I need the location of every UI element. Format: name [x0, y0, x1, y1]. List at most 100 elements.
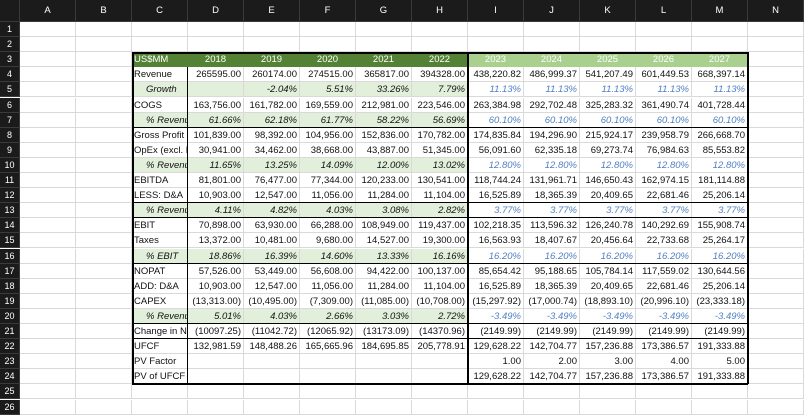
column-header: F — [300, 0, 356, 22]
cell — [20, 157, 76, 173]
value-cell: 16.39% — [244, 248, 300, 264]
value-cell: 60.10% — [580, 112, 636, 128]
value-cell: (11,085.00) — [356, 293, 412, 309]
cell — [76, 97, 132, 113]
cell — [748, 324, 804, 340]
column-header: D — [188, 0, 244, 22]
row-label: Taxes — [132, 233, 188, 249]
cell — [748, 384, 804, 400]
cell — [20, 384, 76, 400]
cell — [692, 399, 748, 415]
cell — [692, 384, 748, 400]
cell — [76, 157, 132, 173]
cell — [580, 399, 636, 415]
cell — [748, 157, 804, 173]
value-cell: 601,449.53 — [636, 67, 692, 83]
value-cell: 20,409.65 — [580, 188, 636, 204]
value-cell: 43,887.00 — [356, 142, 412, 158]
border — [132, 217, 748, 219]
cell — [132, 384, 188, 400]
header-cell: 2027 — [692, 52, 748, 68]
value-cell: 18,365.39 — [524, 188, 580, 204]
row-header: 14 — [0, 218, 20, 234]
value-cell: 22,681.46 — [636, 188, 692, 204]
header-cell: 2019 — [244, 52, 300, 68]
value-cell: 157,236.88 — [580, 369, 636, 385]
row-header: 4 — [0, 67, 20, 83]
value-cell: 5.51% — [300, 82, 356, 98]
row-header: 20 — [0, 308, 20, 324]
value-cell: -3.49% — [580, 308, 636, 324]
value-cell: 173,386.57 — [636, 369, 692, 385]
value-cell: 13.02% — [412, 157, 468, 173]
value-cell: 53,449.00 — [244, 263, 300, 279]
column-header: N — [748, 0, 804, 22]
cell — [76, 22, 132, 38]
value-cell: 155,908.74 — [692, 218, 748, 234]
cell — [524, 384, 580, 400]
value-cell: 12.00% — [356, 157, 412, 173]
cell — [748, 52, 804, 68]
cell — [20, 112, 76, 128]
value-cell: (10097.25) — [188, 324, 244, 340]
value-cell: 212,981.00 — [356, 97, 412, 113]
cell — [76, 173, 132, 189]
value-cell: 12.80% — [580, 157, 636, 173]
value-cell: 14.09% — [300, 157, 356, 173]
value-cell: 11.13% — [580, 82, 636, 98]
value-cell — [356, 354, 412, 370]
value-cell: 18,407.67 — [524, 233, 580, 249]
value-cell: 173,386.57 — [636, 339, 692, 355]
value-cell: -3.49% — [636, 308, 692, 324]
value-cell: 142,704.77 — [524, 339, 580, 355]
value-cell: 10,481.00 — [244, 233, 300, 249]
cell — [20, 354, 76, 370]
value-cell: 129,628.22 — [468, 369, 524, 385]
cell — [76, 308, 132, 324]
cell — [244, 22, 300, 38]
cell — [76, 354, 132, 370]
value-cell: 148,488.26 — [244, 339, 300, 355]
value-cell: 191,333.88 — [692, 339, 748, 355]
value-cell: 16,525.89 — [468, 278, 524, 294]
cell — [76, 384, 132, 400]
value-cell: 215,924.17 — [580, 127, 636, 143]
row-label: PV Factor — [132, 354, 188, 370]
cell — [132, 399, 188, 415]
row-label: % Revenue — [132, 308, 188, 324]
cell — [76, 218, 132, 234]
value-cell: (10,495.00) — [244, 293, 300, 309]
value-cell: 81,801.00 — [188, 173, 244, 189]
value-cell: 25,206.14 — [692, 188, 748, 204]
column-header: J — [524, 0, 580, 22]
value-cell: 16.20% — [524, 248, 580, 264]
value-cell: 9,680.00 — [300, 233, 356, 249]
value-cell: 60.10% — [524, 112, 580, 128]
border — [187, 67, 188, 385]
value-cell: 34,462.00 — [244, 142, 300, 158]
column-header: M — [692, 0, 748, 22]
row-header: 5 — [0, 82, 20, 98]
cell — [748, 188, 804, 204]
value-cell: (10,708.00) — [412, 293, 468, 309]
cell — [20, 203, 76, 219]
row-header: 24 — [0, 369, 20, 385]
value-cell: (15,297.92) — [468, 293, 524, 309]
cell — [412, 22, 468, 38]
header-cell: 2024 — [524, 52, 580, 68]
cell — [20, 142, 76, 158]
cell — [20, 218, 76, 234]
value-cell: 30,941.00 — [188, 142, 244, 158]
value-cell: 126,240.78 — [580, 218, 636, 234]
value-cell: 11.13% — [636, 82, 692, 98]
header-cell: 2020 — [300, 52, 356, 68]
value-cell: 11,104.00 — [412, 278, 468, 294]
border — [132, 262, 748, 264]
row-label: % Revenue — [132, 112, 188, 128]
value-cell — [188, 369, 244, 385]
row-header: 21 — [0, 324, 20, 340]
value-cell: 401,728.44 — [692, 97, 748, 113]
cell — [20, 308, 76, 324]
row-header: 13 — [0, 203, 20, 219]
value-cell: 361,490.74 — [636, 97, 692, 113]
